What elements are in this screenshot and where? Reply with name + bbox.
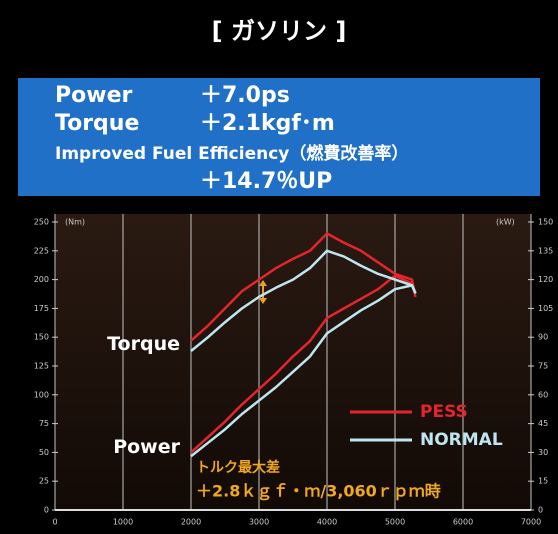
info-label: Improved Fuel Efficiency（燃費改善率） [55, 143, 408, 164]
y-axis-label: (Nm) [65, 218, 85, 227]
y-tick-label: 125 [34, 362, 49, 371]
y2-tick-label: 30 [538, 448, 548, 457]
torque-line [190, 232, 417, 342]
curve-label: Power [113, 436, 180, 458]
info-value: ＋14.7％UP [200, 169, 332, 194]
power-line [190, 274, 417, 454]
annotation: トルク最大差 [196, 459, 280, 476]
info-box [18, 78, 540, 196]
y2-tick-label: 150 [538, 218, 553, 227]
y-tick-label: 150 [34, 333, 49, 342]
y-tick-label: 0 [44, 506, 49, 515]
x-tick-label: 6000 [453, 518, 473, 527]
legend-label: NORMAL [420, 430, 503, 450]
y-tick-label: 25 [39, 477, 49, 486]
y2-tick-label: 135 [538, 246, 553, 255]
y-tick-label: 250 [34, 218, 49, 227]
y-tick-label: 75 [39, 419, 49, 428]
y2-tick-label: 0 [538, 506, 543, 515]
tmax-arrow [259, 280, 267, 304]
y2-tick-label: 60 [538, 390, 548, 399]
y2-tick-label: 90 [538, 333, 548, 342]
y2-tick-label: 45 [538, 419, 548, 428]
x-tick-label: 0 [52, 518, 57, 527]
y2-axis-label: (kW) [496, 218, 515, 227]
y-tick-label: 175 [34, 304, 49, 313]
x-tick-label: 2000 [181, 518, 201, 527]
info-value: ＋7.0ps [200, 83, 290, 108]
annotation: ＋2.8ｋｇｆ・ｍ/3,060ｒｐｍ時 [196, 482, 441, 502]
x-tick-label: 3000 [249, 518, 269, 527]
y-tick-label: 50 [39, 448, 49, 457]
y-tick-label: 200 [34, 275, 49, 284]
info-label: Power [55, 83, 132, 108]
y-tick-label: 100 [34, 390, 49, 399]
y-tick-label: 225 [34, 246, 49, 255]
x-tick-label: 7000 [521, 518, 541, 527]
y2-tick-label: 15 [538, 477, 548, 486]
y2-tick-label: 120 [538, 275, 553, 284]
y2-tick-label: 75 [538, 362, 548, 371]
x-tick-label: 4000 [317, 518, 337, 527]
y2-tick-label: 105 [538, 304, 553, 313]
power-line [190, 284, 417, 458]
x-tick-label: 1000 [113, 518, 133, 527]
page-title: [ ガソリン ] [212, 17, 347, 45]
info-value: ＋2.1kgf･m [200, 111, 335, 136]
info-label: Torque [55, 111, 139, 136]
plot-area [55, 214, 531, 510]
torque-line [190, 249, 417, 352]
legend-label: PESS [420, 402, 468, 422]
curve-label: Torque [107, 333, 180, 355]
x-tick-label: 5000 [385, 518, 405, 527]
